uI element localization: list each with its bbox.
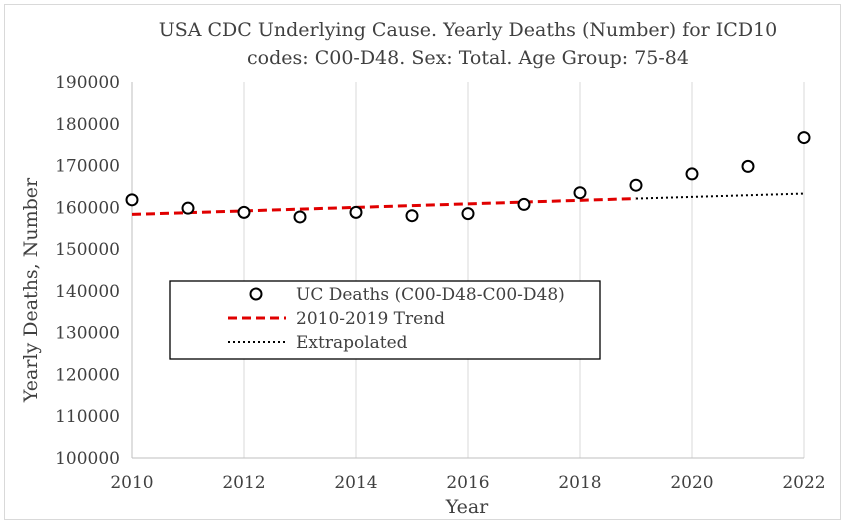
data-point <box>125 193 139 207</box>
data-point <box>461 207 475 221</box>
y-axis-label: Yearly Deaths, Number <box>20 177 42 403</box>
data-point <box>797 131 811 145</box>
y-tick-label: 120000 <box>55 365 120 385</box>
y-tick-label: 190000 <box>55 73 120 93</box>
chart-title-line-2: codes: C00-D48. Sex: Total. Age Group: 7… <box>247 47 689 69</box>
x-tick-label: 2012 <box>222 473 265 493</box>
y-tick-label: 180000 <box>55 115 120 135</box>
y-tick-label: 130000 <box>55 324 120 344</box>
data-point <box>685 167 699 181</box>
legend-marker-scatter <box>249 287 263 301</box>
data-point <box>181 201 195 215</box>
y-tick-labels: 100000 110000 120000 130000 140000 150000 1600… <box>55 73 120 469</box>
axes <box>131 82 804 459</box>
data-point <box>741 159 755 173</box>
y-tick-label: 140000 <box>55 282 120 302</box>
y-tick-label: 110000 <box>55 407 120 427</box>
chart-title-line-1: USA CDC Underlying Cause. Yearly Deaths … <box>159 19 778 41</box>
extrapolated-line <box>635 192 805 200</box>
x-axis-label: Year <box>445 496 489 518</box>
legend-box <box>169 280 601 360</box>
data-point <box>293 210 307 224</box>
data-point <box>405 209 419 223</box>
legend-label: UC Deaths (C00-D48-C00-D48) <box>296 285 565 305</box>
y-tick-label: 160000 <box>55 198 120 218</box>
x-tick-labels: 2010 2012 2014 2016 2018 2020 2022 <box>110 473 825 493</box>
x-tick-label: 2014 <box>334 473 377 493</box>
trend-line <box>131 197 637 216</box>
x-tick-label: 2018 <box>558 473 601 493</box>
y-tick-label: 170000 <box>55 157 120 177</box>
chart-frame <box>4 4 841 520</box>
x-tick-label: 2010 <box>110 473 153 493</box>
y-tick-label: 100000 <box>55 449 120 469</box>
x-tick-label: 2016 <box>446 473 489 493</box>
data-point <box>629 178 643 192</box>
data-point <box>517 197 531 211</box>
y-tick-label: 150000 <box>55 240 120 260</box>
x-tick-label: 2020 <box>670 473 713 493</box>
data-point <box>237 205 251 219</box>
legend: UC Deaths (C00-D48-C00-D48) 2010-2019 Tre… <box>169 280 601 360</box>
gridlines <box>243 82 805 458</box>
data-point <box>573 186 587 200</box>
x-tick-label: 2022 <box>782 473 825 493</box>
data-point <box>349 205 363 219</box>
series-layer <box>125 131 811 224</box>
legend-label: 2010-2019 Trend <box>296 309 445 329</box>
legend-label: Extrapolated <box>296 333 408 353</box>
